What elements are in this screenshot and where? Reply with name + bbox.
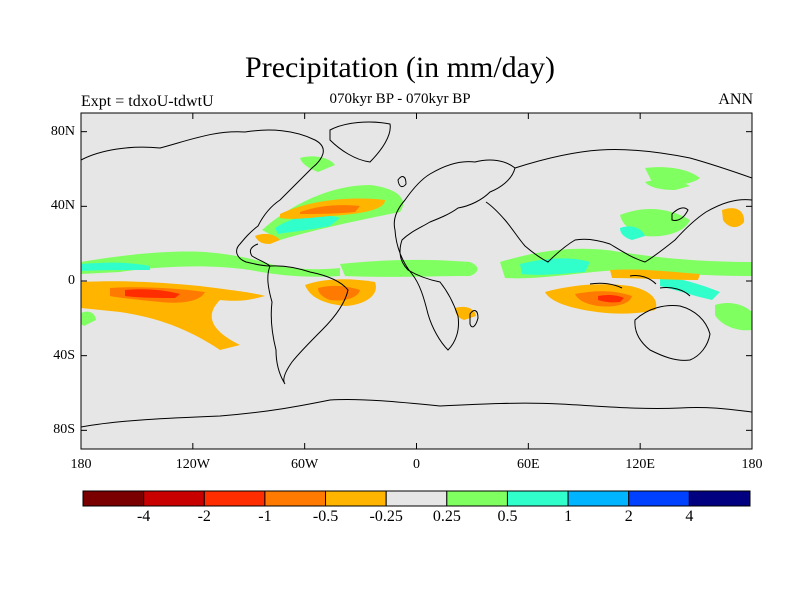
indonesia-coast xyxy=(589,275,691,297)
y-tick-label: 40N xyxy=(50,198,75,214)
precip-anomaly-fill xyxy=(81,156,752,350)
colorbar-swatch xyxy=(567,490,630,507)
colorbar-swatch xyxy=(325,490,387,507)
x-tick-label: 180 xyxy=(70,457,92,472)
pacific-itcz-wet-band xyxy=(81,251,340,277)
colorbar-label: -4 xyxy=(136,508,151,525)
australia-coast xyxy=(634,305,711,361)
east-pacific-wet-patch xyxy=(81,311,96,326)
x-tick-label: 60W xyxy=(291,457,319,472)
x-tick-label: 120W xyxy=(175,457,210,472)
colorbar-swatch xyxy=(264,490,327,507)
y-tick-label: 80S xyxy=(53,422,75,438)
x-tick-label: 180 xyxy=(741,457,763,472)
colorbar-label: 1 xyxy=(564,508,573,525)
axis-ticks xyxy=(80,113,753,449)
colorbar-label: 4 xyxy=(685,508,694,525)
south-pacific-dry-strong xyxy=(125,289,180,298)
y-tick-label: 40S xyxy=(53,347,75,363)
colorbar xyxy=(82,490,751,507)
south-america-coast xyxy=(267,265,349,385)
y-tick-label: 80N xyxy=(50,123,75,139)
season-label: ANN xyxy=(718,91,753,108)
colorbar-swatch xyxy=(385,490,448,507)
west-pacific-dry-strip xyxy=(610,269,700,280)
se-asia-strong xyxy=(620,226,645,240)
colorbar-label: 0.5 xyxy=(497,508,518,525)
uk-coast xyxy=(397,176,407,188)
colorbar-swatch xyxy=(628,490,690,507)
y-tick-label: 0 xyxy=(68,273,75,288)
arctic-wet-patch xyxy=(300,156,335,172)
tasman-wet xyxy=(715,302,752,331)
colorbar-swatch xyxy=(446,490,508,507)
europe-africa-coast xyxy=(393,159,516,351)
north-atlantic-dry-core xyxy=(300,205,360,214)
asia-coast xyxy=(485,148,752,263)
colorbar-swatch xyxy=(143,490,205,507)
colorbar-label: -0.5 xyxy=(312,508,339,525)
indian-ocean-strong-band xyxy=(520,258,590,275)
west-pacific-dry-patch xyxy=(722,208,745,228)
colorbar-swatch xyxy=(82,490,145,507)
experiment-label: Expt = tdxoU-tdwtU xyxy=(81,93,214,110)
colorbar-swatch xyxy=(506,490,569,507)
japan-coast xyxy=(671,207,689,221)
pacific-itcz-strong-band xyxy=(81,262,150,271)
greenland-coast xyxy=(329,121,391,163)
maritime-continent-strong xyxy=(660,276,720,300)
colorbar-swatch xyxy=(688,490,751,507)
north-atlantic-strong xyxy=(275,215,340,234)
colorbar-label: -0.25 xyxy=(369,508,403,525)
colorbar-swatch xyxy=(203,490,266,507)
atlantic-itcz-wet-band xyxy=(340,259,478,277)
caribbean-dry xyxy=(255,233,280,244)
colorbar-label: -1 xyxy=(258,508,272,525)
coastlines xyxy=(81,121,752,428)
x-tick-label: 60E xyxy=(517,457,540,472)
siberia-wet-patch xyxy=(645,179,690,190)
chart-subtitle: 070kyr BP - 070kyr BP xyxy=(329,91,471,107)
maritime-continent-dry-strong xyxy=(598,294,624,303)
chart-title: Precipitation (in mm/day) xyxy=(245,51,555,84)
south-indian-dry xyxy=(455,306,476,320)
antarctica-coast xyxy=(81,398,752,428)
colorbar-label: -2 xyxy=(197,508,211,525)
colorbar-label: 2 xyxy=(624,508,633,525)
madagascar-coast xyxy=(469,310,479,328)
x-tick-label: 0 xyxy=(413,457,420,472)
x-tick-label: 120E xyxy=(625,457,655,472)
amazon-dry-core xyxy=(318,285,360,301)
colorbar-label: 0.25 xyxy=(432,508,461,525)
